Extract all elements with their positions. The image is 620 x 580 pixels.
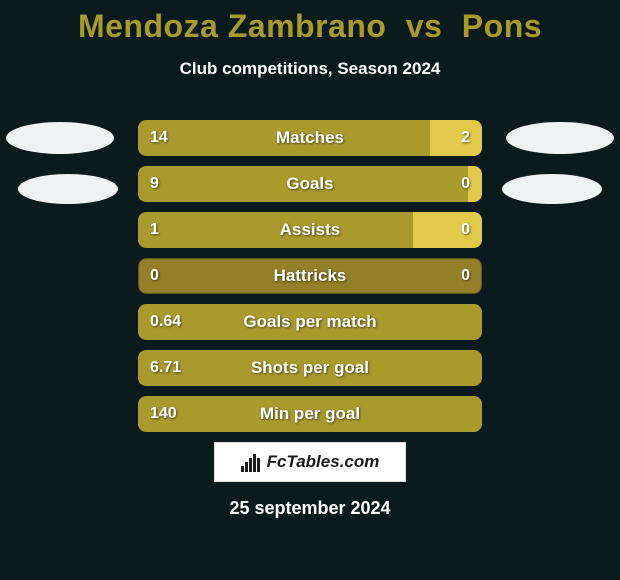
stat-left-fill	[138, 304, 482, 340]
player2-badge-secondary	[502, 174, 602, 204]
subtitle: Club competitions, Season 2024	[0, 59, 620, 79]
comparison-infographic: Mendoza Zambrano vs Pons Club competitio…	[0, 0, 620, 580]
stat-row: 10Assists	[138, 212, 482, 248]
stat-row: 90Goals	[138, 166, 482, 202]
stat-row: 0.64Goals per match	[138, 304, 482, 340]
stat-left-fill	[138, 396, 482, 432]
stat-row: 140Min per goal	[138, 396, 482, 432]
stat-row: 6.71Shots per goal	[138, 350, 482, 386]
stat-row: 00Hattricks	[138, 258, 482, 294]
stat-row: 142Matches	[138, 120, 482, 156]
stat-right-fill	[430, 120, 482, 156]
date-text: 25 september 2024	[0, 498, 620, 519]
barchart-icon	[241, 452, 261, 472]
stats-panel: 142Matches 90Goals 10Assists 00Hattricks 0.6…	[138, 120, 482, 442]
stat-right-fill	[413, 212, 482, 248]
player1-badge-primary	[6, 122, 114, 154]
stat-left-fill	[138, 120, 430, 156]
stat-track	[138, 258, 482, 294]
title-player1: Mendoza Zambrano	[78, 8, 386, 44]
title-player2: Pons	[462, 8, 542, 44]
stat-right-fill	[468, 166, 482, 202]
player2-badge-primary	[506, 122, 614, 154]
stat-left-fill	[138, 212, 413, 248]
player1-badge-secondary	[18, 174, 118, 204]
brand-text: FcTables.com	[267, 452, 380, 472]
stat-left-fill	[138, 166, 468, 202]
title-vs: vs	[406, 8, 443, 44]
stat-left-fill	[138, 350, 482, 386]
page-title: Mendoza Zambrano vs Pons	[0, 8, 620, 45]
brand-badge: FcTables.com	[214, 442, 406, 482]
